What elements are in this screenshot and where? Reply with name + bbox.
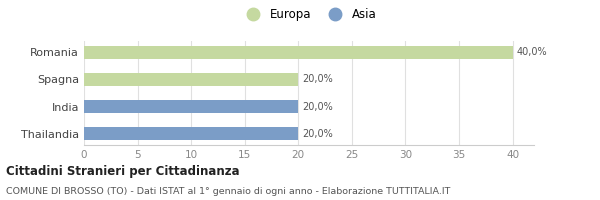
Bar [84,127,298,140]
Bar [84,100,298,113]
Bar [84,73,298,86]
Text: 20,0%: 20,0% [302,74,334,84]
Text: 40,0%: 40,0% [517,47,547,57]
Legend: Europa, Asia: Europa, Asia [237,3,381,26]
Text: Cittadini Stranieri per Cittadinanza: Cittadini Stranieri per Cittadinanza [6,165,239,178]
Text: 20,0%: 20,0% [302,129,334,139]
Text: COMUNE DI BROSSO (TO) - Dati ISTAT al 1° gennaio di ogni anno - Elaborazione TUT: COMUNE DI BROSSO (TO) - Dati ISTAT al 1°… [6,187,451,196]
Text: 20,0%: 20,0% [302,102,334,112]
Bar [84,46,512,59]
